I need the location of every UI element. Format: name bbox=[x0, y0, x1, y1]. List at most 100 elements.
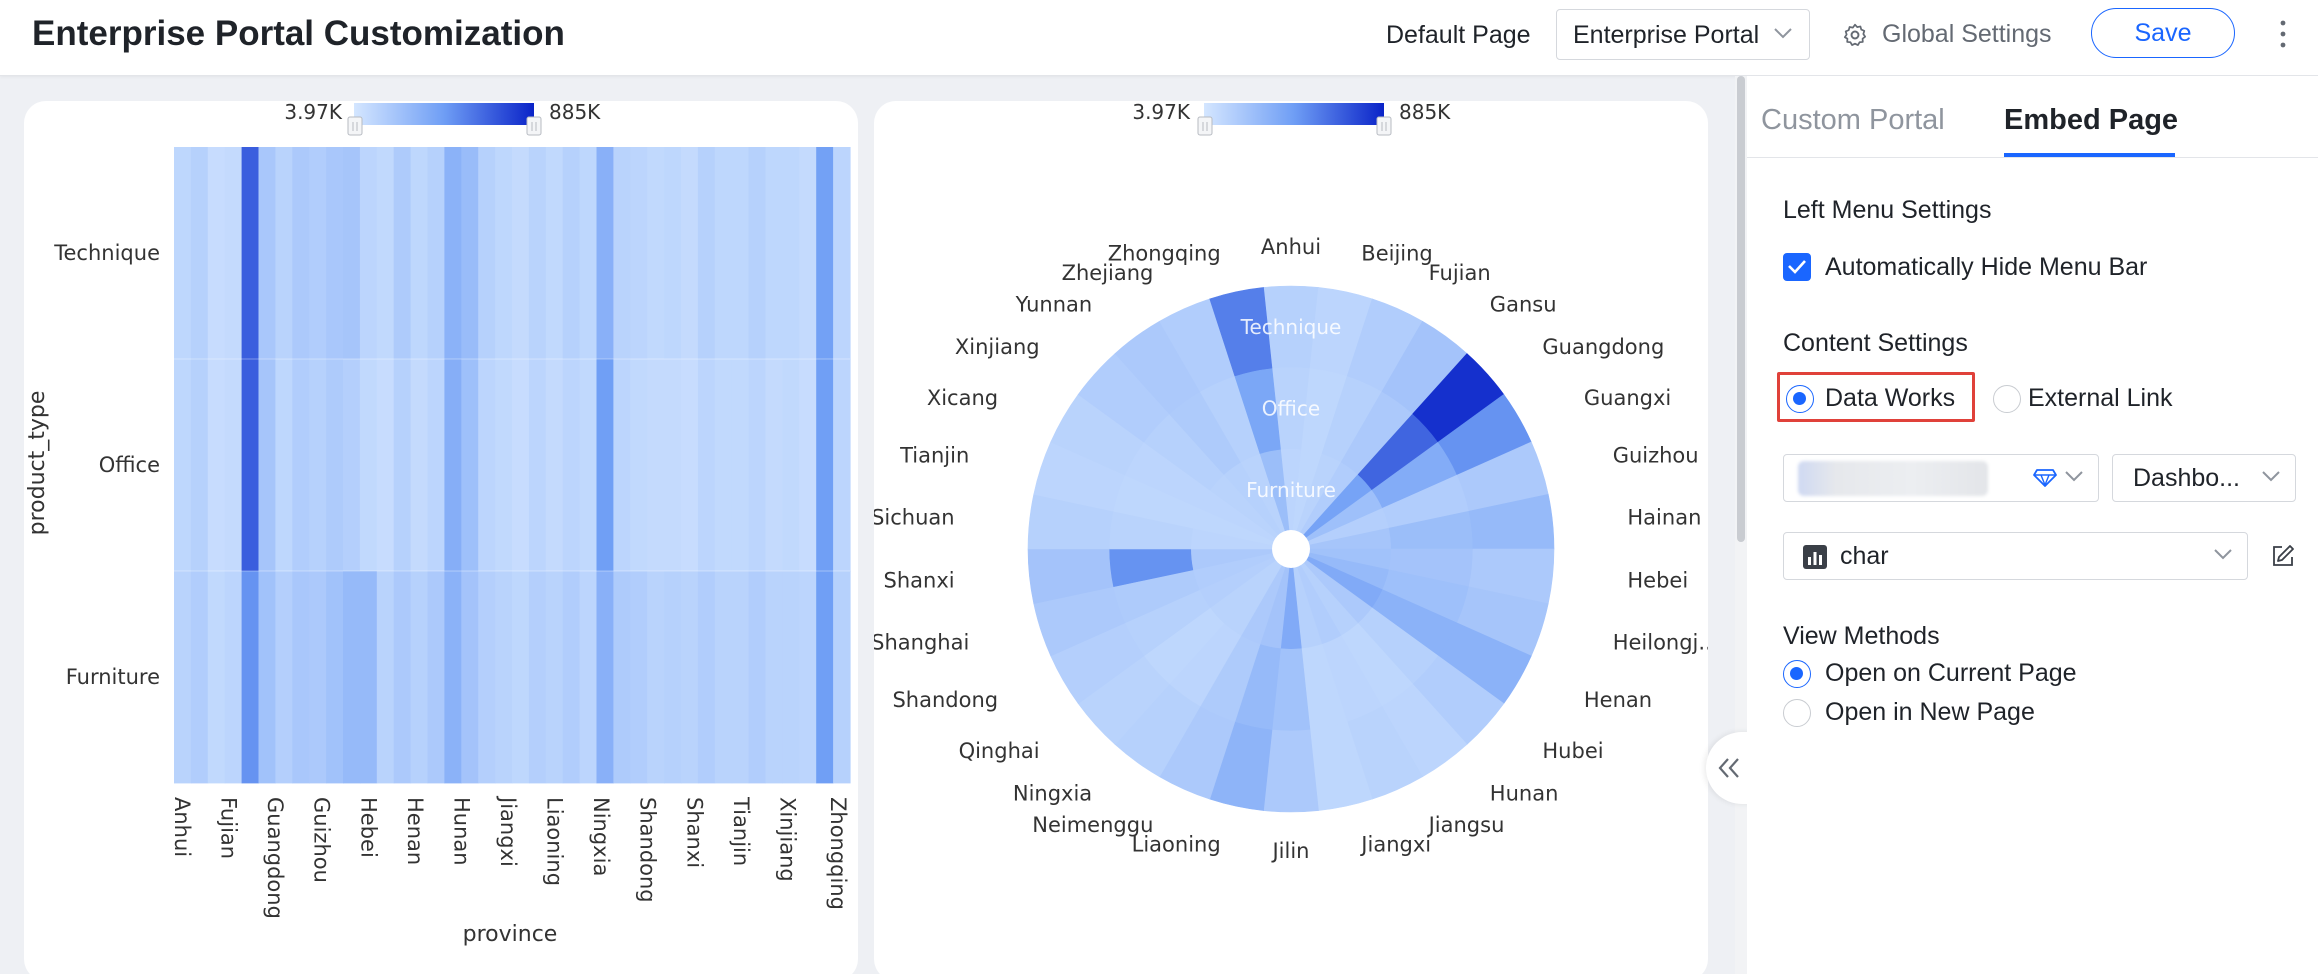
save-button[interactable]: Save bbox=[2091, 8, 2235, 58]
polar-category-label: Hainan bbox=[1627, 505, 1701, 529]
heatmap-cell bbox=[224, 571, 243, 784]
radio-open-current-page[interactable] bbox=[1783, 660, 1811, 688]
heatmap-cell bbox=[292, 147, 310, 360]
heatmap-cell bbox=[309, 147, 327, 360]
chevron-down-icon bbox=[2214, 549, 2232, 560]
heatmap-cell bbox=[697, 571, 716, 784]
heatmap-cell bbox=[478, 571, 496, 784]
polar-category-label: Xicang bbox=[927, 386, 998, 410]
polar-category-label: Henan bbox=[1584, 688, 1652, 712]
more-options-icon[interactable] bbox=[2271, 14, 2295, 54]
heatmap-cell bbox=[833, 359, 851, 572]
auto-hide-menu-checkbox[interactable] bbox=[1783, 253, 1811, 281]
heatmap-x-tick-label: Hebei bbox=[356, 797, 380, 858]
heatmap-cell bbox=[174, 571, 192, 784]
panel-scrollbar[interactable] bbox=[1735, 76, 1747, 974]
heatmap-cell bbox=[647, 571, 665, 784]
polar-category-label: Qinghai bbox=[959, 739, 1040, 763]
redacted-workspace-name bbox=[1798, 461, 1988, 496]
default-page-value: Enterprise Portal bbox=[1573, 21, 1760, 49]
polar-category-label: Shandong bbox=[892, 688, 998, 712]
chevron-down-icon bbox=[1774, 28, 1792, 39]
heatmap-cell bbox=[816, 147, 834, 360]
legend-min-handle[interactable] bbox=[347, 116, 363, 136]
default-page-label: Default Page bbox=[1386, 21, 1531, 49]
edit-icon[interactable] bbox=[2270, 543, 2296, 569]
radio-open-new-page[interactable] bbox=[1783, 699, 1811, 727]
polar-category-label: Yunnan bbox=[1015, 293, 1093, 317]
heatmap-cell bbox=[495, 359, 513, 572]
polar-category-label: Fujian bbox=[1429, 261, 1491, 285]
polar-legend: 3.97K 885K bbox=[1132, 100, 1451, 136]
heatmap-cell bbox=[427, 359, 445, 572]
heatmap-chart: 3.97K 885K Technique Office Furniture Anhu… bbox=[25, 100, 851, 947]
heatmap-y-tick-label: Furniture bbox=[66, 665, 160, 689]
polar-category-label: Liaoning bbox=[1132, 832, 1221, 856]
global-settings-button[interactable]: Global Settings bbox=[1842, 20, 2052, 49]
heatmap-cell bbox=[647, 147, 665, 360]
heatmap-cell bbox=[241, 147, 260, 360]
heatmap-legend: 3.97K 885K bbox=[284, 100, 601, 136]
polar-category-label: Hebei bbox=[1627, 569, 1688, 593]
heatmap-cell bbox=[681, 571, 699, 784]
legend-min-handle[interactable] bbox=[1197, 116, 1213, 136]
legend-max-handle[interactable] bbox=[526, 116, 542, 136]
heatmap-cell bbox=[275, 571, 293, 784]
tab-embed-page[interactable]: Embed Page bbox=[2004, 104, 2179, 136]
heatmap-x-tick-label: Liaoning bbox=[543, 797, 567, 886]
polar-category-label: Ningxia bbox=[1013, 781, 1092, 805]
heatmap-cell bbox=[579, 359, 598, 572]
heatmap-cell bbox=[359, 147, 378, 360]
heatmap-cell bbox=[681, 147, 699, 360]
heatmap-cell bbox=[697, 359, 716, 572]
radio-data-works[interactable] bbox=[1786, 385, 1814, 413]
open-new-page-label[interactable]: Open in New Page bbox=[1825, 698, 2035, 726]
heatmap-cell bbox=[478, 147, 496, 360]
external-link-label[interactable]: External Link bbox=[2028, 384, 2173, 412]
heatmap-cell bbox=[765, 147, 783, 360]
heatmap-cell bbox=[410, 147, 429, 360]
polar-category-label: Guangxi bbox=[1584, 386, 1671, 410]
checkmark-icon bbox=[1788, 260, 1806, 274]
heatmap-cell bbox=[174, 359, 192, 572]
heatmap-cell bbox=[326, 359, 344, 572]
heatmap-cell bbox=[731, 571, 750, 784]
heatmap-cell bbox=[613, 147, 631, 360]
heatmap-cell bbox=[748, 359, 767, 572]
heatmap-cell bbox=[799, 147, 817, 360]
default-page-select[interactable]: Enterprise Portal bbox=[1556, 9, 1810, 60]
heatmap-x-tick-label: Ningxia bbox=[589, 797, 613, 876]
heatmap-cell bbox=[528, 571, 547, 784]
heatmap-cell bbox=[343, 147, 361, 360]
heatmap-cell bbox=[224, 359, 243, 572]
heatmap-cell bbox=[495, 571, 513, 784]
heatmap-cell bbox=[190, 359, 209, 572]
heatmap-cell bbox=[207, 571, 226, 784]
polar-ring-label: Office bbox=[1262, 397, 1320, 421]
heatmap-y-tick-label: Office bbox=[99, 453, 160, 477]
heatmap-cell bbox=[376, 147, 395, 360]
tab-custom-portal[interactable]: Custom Portal bbox=[1761, 104, 1945, 136]
radio-external-link[interactable] bbox=[1993, 385, 2021, 413]
heatmap-cell bbox=[697, 147, 716, 360]
scrollbar-thumb[interactable] bbox=[1737, 76, 1745, 542]
heatmap-cell bbox=[681, 359, 699, 572]
heatmap-cell bbox=[343, 359, 361, 572]
collapse-panel-button[interactable] bbox=[1706, 732, 1754, 804]
heatmap-cell bbox=[596, 359, 614, 572]
resource-type-select[interactable]: Dashbo... bbox=[2112, 454, 2296, 502]
legend-max-handle[interactable] bbox=[1376, 116, 1392, 136]
data-works-label[interactable]: Data Works bbox=[1825, 384, 1956, 412]
polar-category-label: Beijing bbox=[1361, 242, 1432, 266]
workspace-select[interactable] bbox=[1783, 454, 2099, 502]
heatmap-cell bbox=[664, 147, 682, 360]
heatmap-cell bbox=[427, 147, 445, 360]
auto-hide-menu-label[interactable]: Automatically Hide Menu Bar bbox=[1825, 253, 2148, 281]
double-chevron-left-icon bbox=[1718, 758, 1739, 778]
legend-gradient-bar bbox=[1204, 103, 1384, 125]
heatmap-cell bbox=[292, 359, 310, 572]
resource-select[interactable]: char bbox=[1783, 532, 2248, 580]
polar-cell bbox=[1263, 729, 1319, 813]
polar-heatmap-chart: 3.97K 885K Technique Office Furniture Anhu… bbox=[871, 100, 1718, 863]
open-current-page-label[interactable]: Open on Current Page bbox=[1825, 659, 2077, 687]
